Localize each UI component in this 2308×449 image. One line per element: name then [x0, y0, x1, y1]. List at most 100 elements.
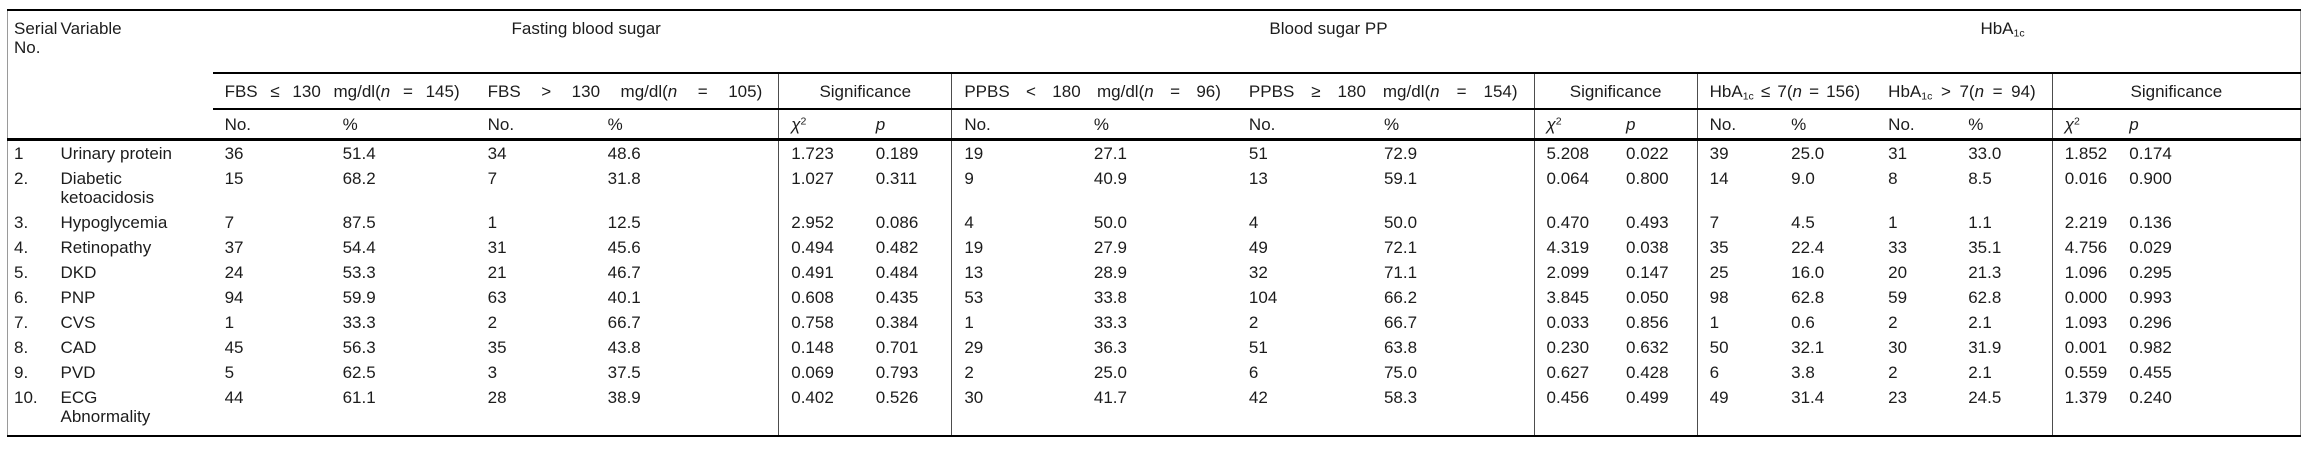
table-row: 1 Urinary protein 36 51.4 34 48.6 1.723 0.189 19…: [8, 139, 2301, 166]
value-cell: 7: [224, 213, 235, 232]
value-cell: 37: [224, 238, 244, 257]
value-cell: 6: [1248, 363, 1259, 382]
value-cell: 1.027: [778, 166, 864, 210]
table-body: 1 Urinary protein 36 51.4 34 48.6 1.723 0.189 19…: [8, 139, 2301, 436]
value-cell: 21: [487, 263, 507, 282]
subheader-fbs-low: FBS ≤ 130 mg/dl(n = 145): [212, 73, 476, 110]
value-cell: 2: [951, 360, 1082, 385]
value-cell: 0.701: [875, 338, 919, 357]
value-cell: 59: [1888, 288, 1908, 307]
value-cell: 8: [1888, 169, 1898, 188]
variable-cell: CVS: [60, 313, 96, 332]
percent-header: %: [1371, 109, 1535, 141]
value-cell: 0.240: [2129, 388, 2172, 407]
results-table: Serial No. Variable Fasting blood sugar …: [7, 9, 2301, 437]
count-header: No.: [1876, 109, 1957, 141]
value-cell: 1.852: [2051, 139, 2118, 166]
value-cell: 8.5: [1968, 169, 1992, 188]
value-cell: 0.6: [1791, 313, 1815, 332]
variable-cell: Urinary protein: [60, 144, 173, 163]
value-cell: 0.022: [1626, 144, 1669, 163]
value-cell: 27.9: [1093, 238, 1127, 257]
value-cell: 23: [1888, 388, 1908, 407]
value-cell: 7: [1696, 210, 1780, 235]
value-cell: 51: [1248, 338, 1268, 357]
value-cell: 12.5: [607, 213, 641, 232]
count-header: No.: [951, 109, 1082, 141]
value-cell: 48.6: [607, 144, 641, 163]
value-cell: 13: [951, 260, 1082, 285]
value-cell: 9: [951, 166, 1082, 210]
percent-header: %: [1779, 109, 1877, 141]
value-cell: 3: [487, 363, 498, 382]
value-cell: 53.3: [342, 263, 376, 282]
serial-cell: 10.: [14, 388, 38, 407]
count-header: No.: [1236, 109, 1372, 141]
header-sub-row: FBS ≤ 130 mg/dl(n = 145) FBS > 130 mg/dl…: [8, 73, 2301, 110]
group-title-blood-sugar-pp: Blood sugar PP: [951, 10, 1698, 74]
value-cell: 38.9: [607, 388, 641, 407]
value-cell: 51.4: [342, 144, 376, 163]
p-value-header: p: [863, 109, 952, 141]
value-cell: 2.099: [1533, 260, 1615, 285]
serial-cell: 8.: [14, 338, 29, 357]
value-cell: 51: [1248, 144, 1268, 163]
value-cell: 1: [1696, 310, 1780, 335]
value-cell: 66.7: [607, 313, 641, 332]
value-cell: 31: [1888, 144, 1908, 163]
value-cell: 13: [1248, 169, 1268, 188]
value-cell: 36: [224, 144, 244, 163]
value-cell: 19: [951, 235, 1082, 260]
serial-col-header: Serial No.: [7, 10, 57, 141]
variable-cell: ECG Abnormality: [60, 388, 151, 426]
value-cell: 45.6: [607, 238, 641, 257]
table-row: 6. PNP 94 59.9 63 40.1 0.608 0.435 53 33.8 104 66.2…: [8, 285, 2301, 310]
results-table-figure: Serial No. Variable Fasting blood sugar …: [7, 9, 2301, 437]
value-cell: 33.3: [1093, 313, 1127, 332]
percent-header: %: [595, 109, 779, 141]
value-cell: 0.455: [2129, 363, 2172, 382]
value-cell: 0.856: [1626, 313, 1669, 332]
value-cell: 0.435: [875, 288, 919, 307]
value-cell: 61.1: [342, 388, 376, 407]
value-cell: 0.627: [1533, 360, 1615, 385]
value-cell: 1: [1888, 213, 1898, 232]
value-cell: 3.845: [1533, 285, 1615, 310]
value-cell: 21.3: [1968, 263, 2002, 282]
value-cell: 62.8: [1791, 288, 1825, 307]
value-cell: 94: [224, 288, 244, 307]
value-cell: 68.2: [342, 169, 376, 188]
value-cell: 0.491: [778, 260, 864, 285]
serial-cell: 1: [14, 144, 24, 163]
p-value-header: p: [1614, 109, 1698, 141]
value-cell: 25.0: [1791, 144, 1825, 163]
value-cell: 25.0: [1093, 363, 1127, 382]
variable-cell: PVD: [60, 363, 96, 382]
value-cell: 0.069: [778, 360, 864, 385]
subheader-significance-fbs: Significance: [778, 73, 952, 110]
value-cell: 2: [1248, 313, 1259, 332]
value-cell: 4.756: [2051, 235, 2118, 260]
table-row: 3. Hypoglycemia 7 87.5 1 12.5 2.952 0.086 4 50.0 4…: [8, 210, 2301, 235]
value-cell: 2.1: [1968, 313, 1992, 332]
subheader-significance-ppbs: Significance: [1533, 73, 1698, 110]
value-cell: 46.7: [607, 263, 641, 282]
value-cell: 33.3: [342, 313, 376, 332]
count-header: No.: [1696, 109, 1780, 141]
count-header: No.: [212, 109, 331, 141]
variable-cell: PNP: [60, 288, 96, 307]
value-cell: 30: [951, 385, 1082, 436]
chi-square-header: χ2: [2051, 109, 2118, 141]
value-cell: 0.559: [2051, 360, 2118, 385]
value-cell: 33.0: [1968, 144, 2002, 163]
group-title-hba1c: HbA1c: [1697, 10, 2301, 74]
value-cell: 35: [1696, 235, 1780, 260]
value-cell: 2.219: [2051, 210, 2118, 235]
value-cell: 0.064: [1533, 166, 1615, 210]
value-cell: 0.800: [1626, 169, 1669, 188]
value-cell: 49: [1696, 385, 1780, 436]
value-cell: 66.2: [1383, 288, 1418, 307]
value-cell: 25: [1696, 260, 1780, 285]
value-cell: 14: [1696, 166, 1780, 210]
value-cell: 50.0: [1383, 213, 1418, 232]
